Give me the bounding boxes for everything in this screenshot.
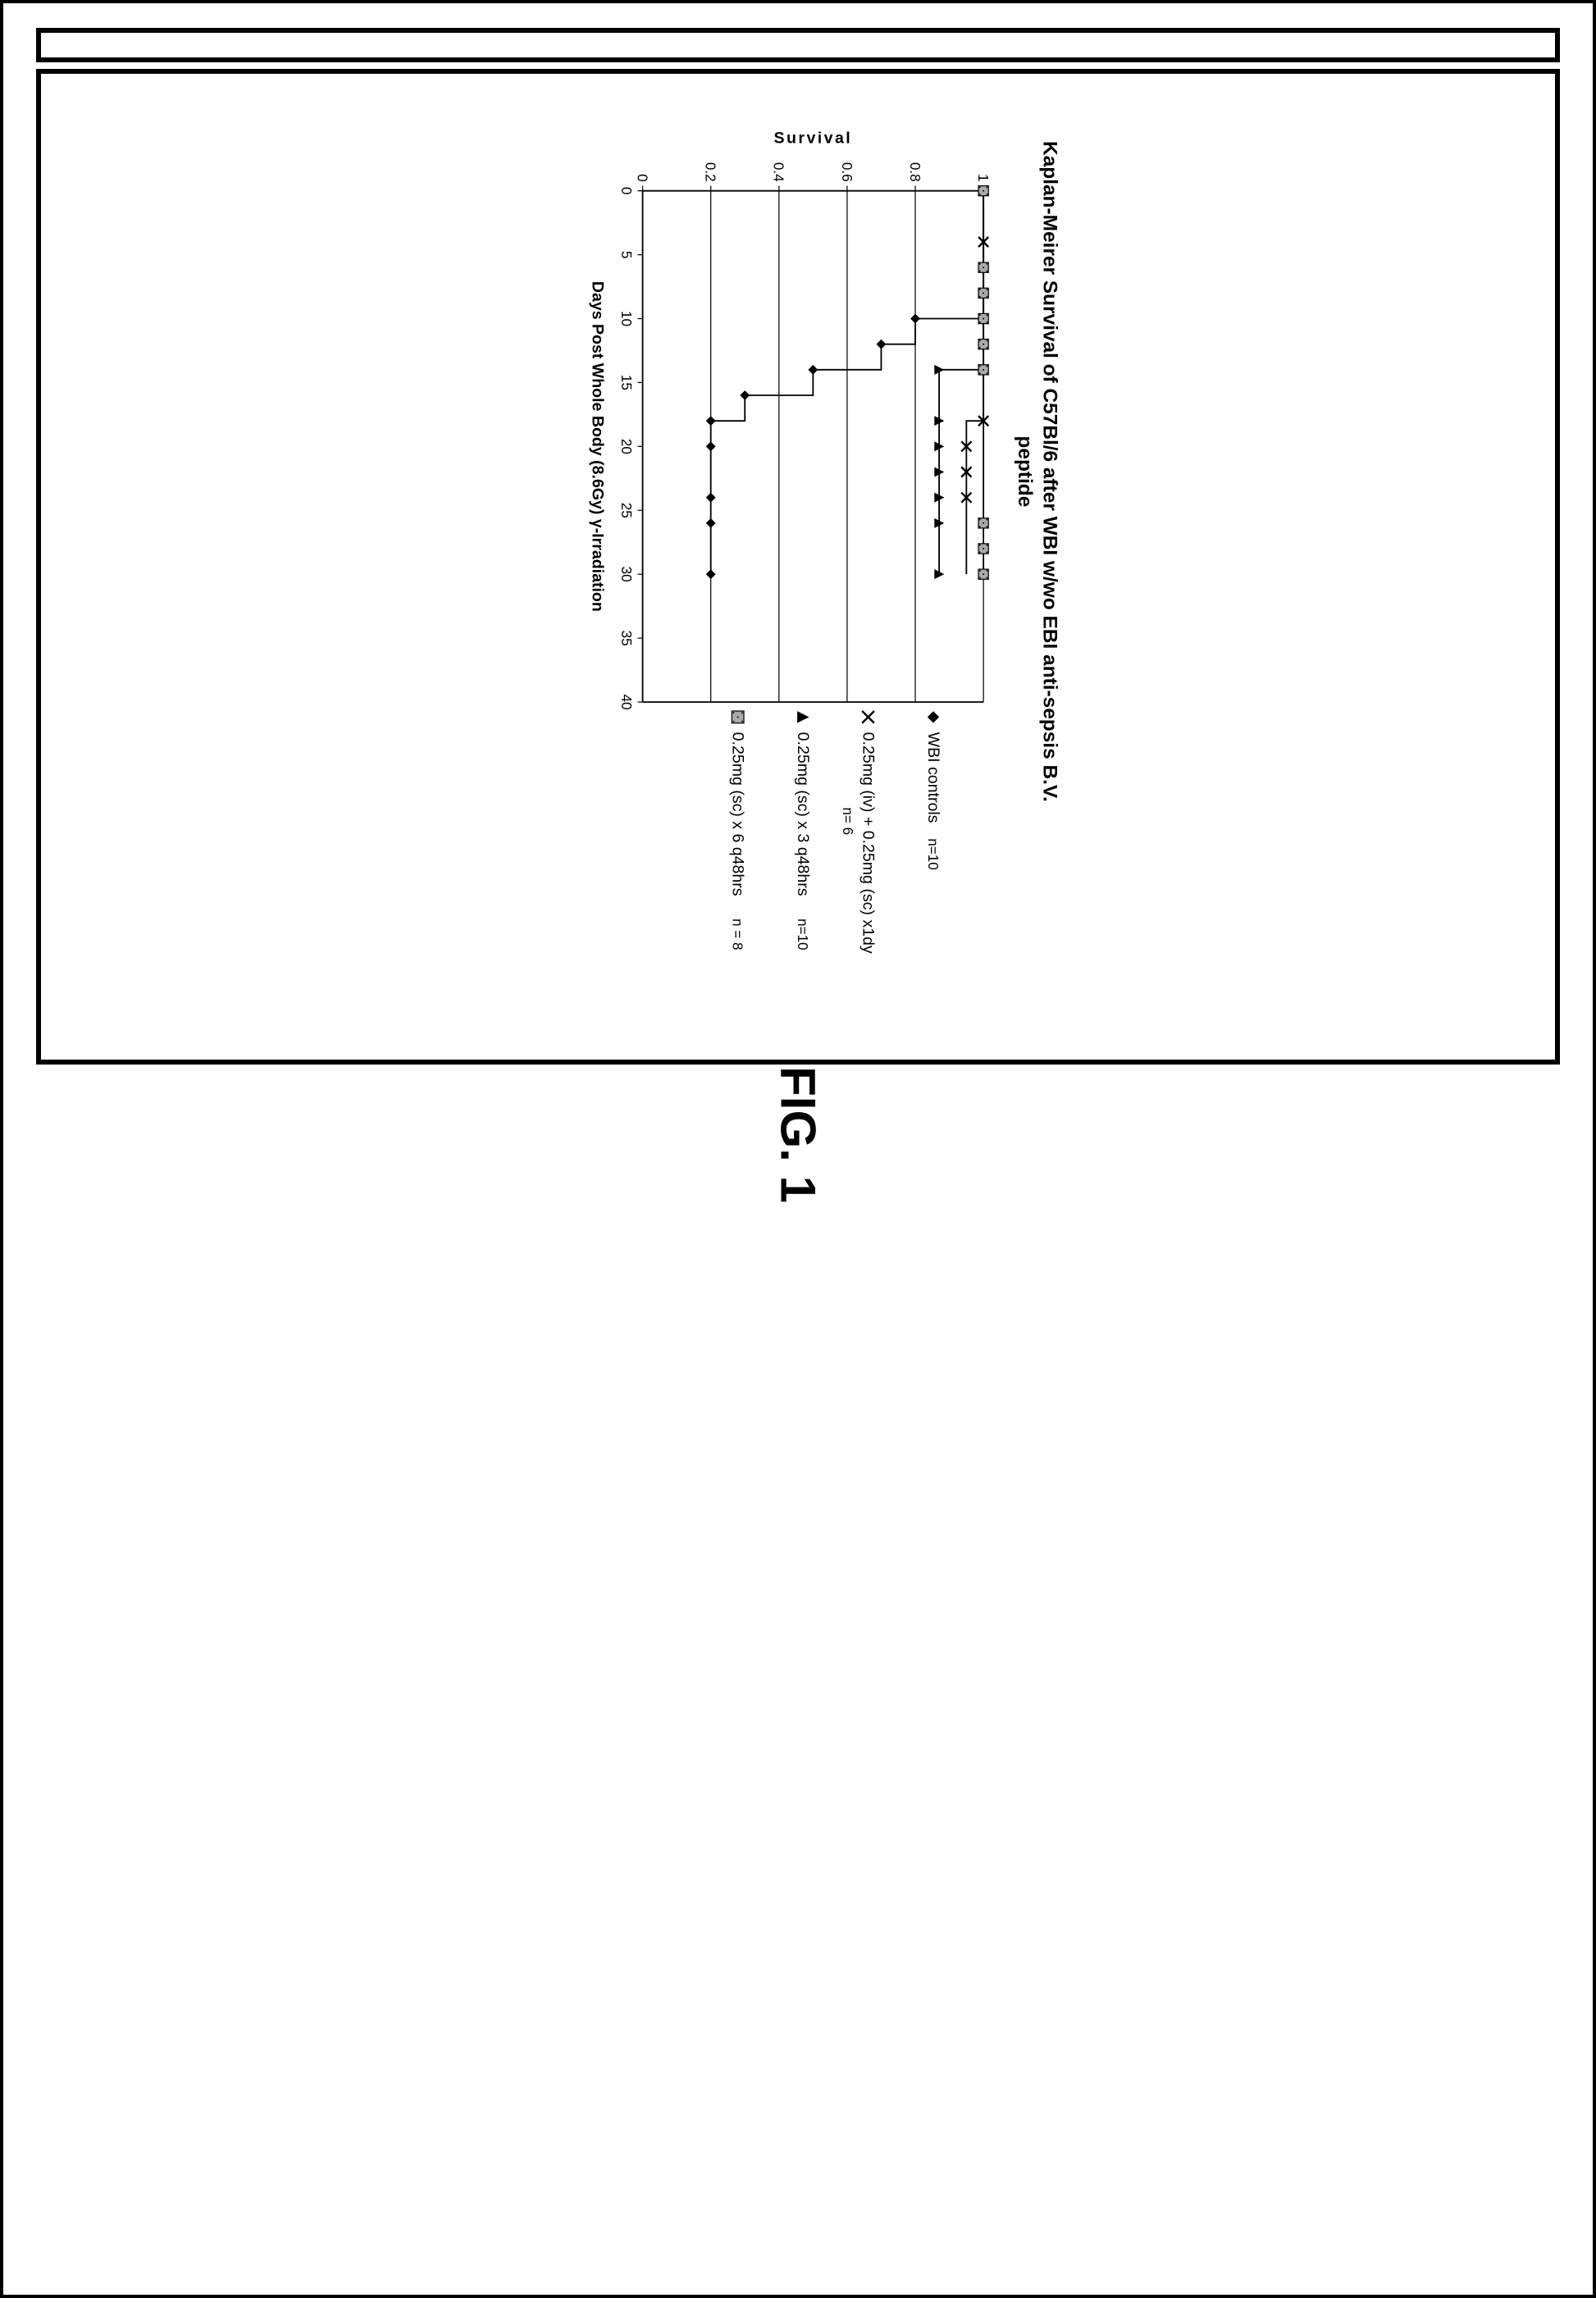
- svg-text:25: 25: [618, 503, 634, 518]
- svg-text:0: 0: [618, 187, 634, 195]
- svg-text:WBI controls: WBI controls: [924, 732, 942, 823]
- svg-text:10: 10: [618, 311, 634, 326]
- svg-text:n = 8: n = 8: [730, 919, 746, 951]
- svg-text:n=10: n=10: [795, 919, 810, 951]
- svg-text:0: 0: [634, 174, 650, 182]
- inner-frame: Kaplan-Meirer Survival of C57Bl/6 after …: [36, 69, 1560, 1065]
- svg-text:0.25mg (sc) x 6 q48hrs: 0.25mg (sc) x 6 q48hrs: [729, 732, 747, 896]
- svg-text:Survival: Survival: [774, 130, 853, 148]
- svg-text:0.2: 0.2: [703, 162, 718, 182]
- figure-label: FIG. 1: [770, 1066, 827, 1203]
- svg-text:Days Post Whole Body (8.6Gy) γ: Days Post Whole Body (8.6Gy) γ-Irradiati…: [588, 281, 606, 612]
- svg-text:20: 20: [618, 439, 634, 454]
- svg-text:30: 30: [618, 567, 634, 582]
- svg-text:n=10: n=10: [925, 838, 941, 870]
- top-bar: [36, 28, 1560, 62]
- svg-text:0.25mg (iv) + 0.25mg (sc) x1dy: 0.25mg (iv) + 0.25mg (sc) x1dy: [859, 732, 877, 954]
- svg-text:1: 1: [975, 174, 991, 182]
- svg-text:0.25mg (sc) x 3 q48hrs: 0.25mg (sc) x 3 q48hrs: [794, 732, 812, 896]
- svg-text:0.8: 0.8: [907, 162, 923, 182]
- svg-text:40: 40: [618, 694, 634, 709]
- survival-chart: Kaplan-Meirer Survival of C57Bl/6 after …: [60, 116, 1536, 1018]
- svg-text:35: 35: [618, 631, 634, 646]
- svg-text:0.4: 0.4: [771, 162, 787, 182]
- svg-text:0.6: 0.6: [839, 162, 855, 182]
- svg-text:peptide: peptide: [1014, 435, 1036, 507]
- svg-text:15: 15: [618, 375, 634, 390]
- svg-text:Kaplan-Meirer Survival of C57B: Kaplan-Meirer Survival of C57Bl/6 after …: [1038, 141, 1060, 802]
- svg-text:n= 6: n= 6: [840, 807, 855, 835]
- svg-text:5: 5: [618, 251, 634, 259]
- page-frame: Kaplan-Meirer Survival of C57Bl/6 after …: [0, 0, 1596, 2298]
